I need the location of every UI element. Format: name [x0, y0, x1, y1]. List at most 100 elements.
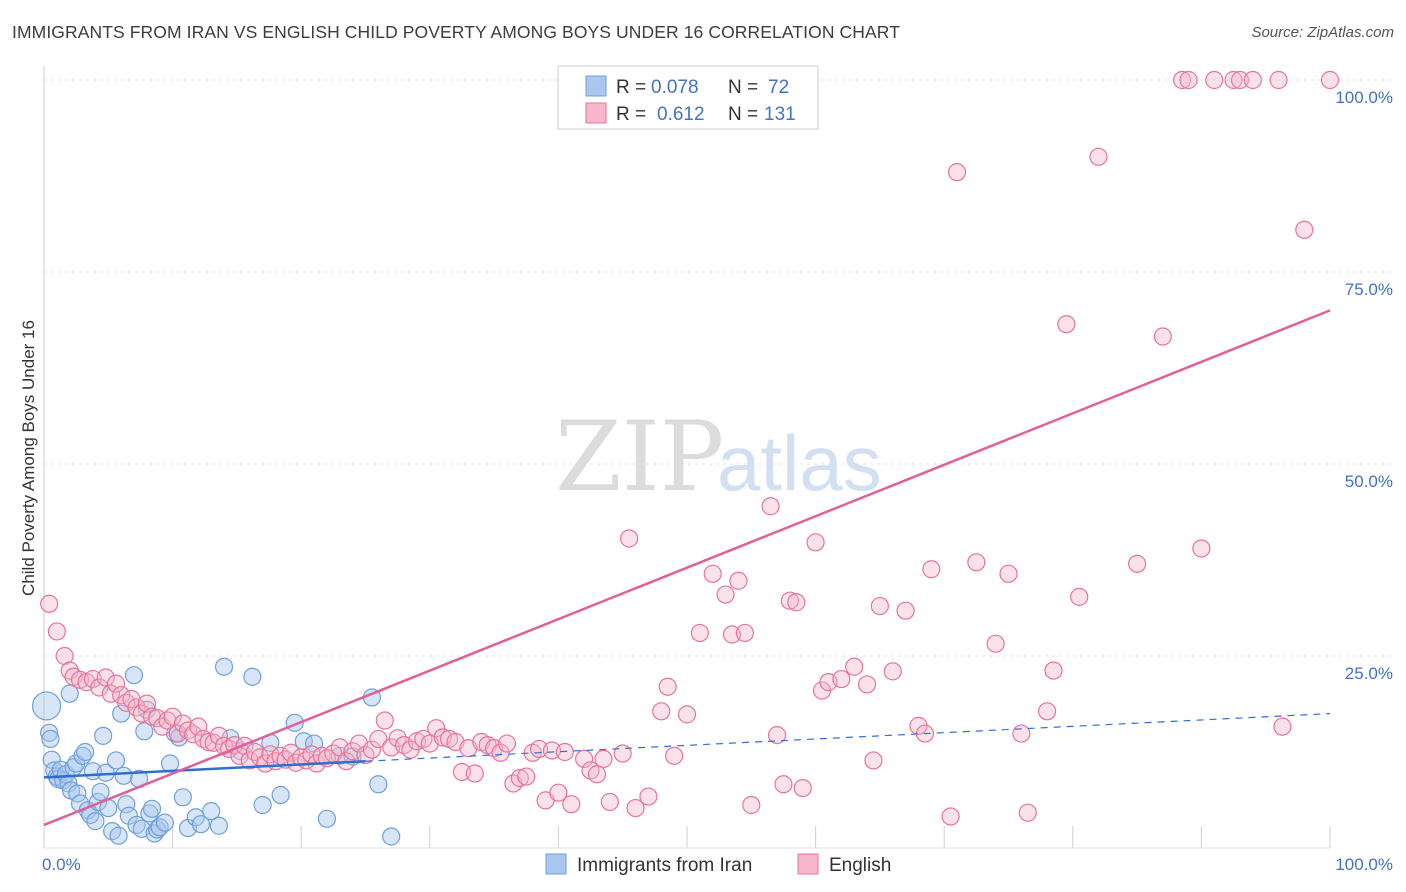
iran-point-33 [117, 795, 136, 814]
iran-point-31 [112, 704, 131, 723]
english-point-0 [40, 594, 59, 613]
english-point-126 [896, 601, 915, 620]
english-point-122 [857, 675, 877, 694]
iran-point-59 [243, 667, 262, 686]
watermark-zip: ZIP [555, 401, 724, 513]
english-point-1 [47, 622, 66, 641]
english-point-154 [1320, 70, 1340, 90]
legend-swatch-iran [585, 75, 607, 97]
iran-point-46 [155, 813, 174, 832]
english-trend-line [43, 309, 1331, 827]
english-point-108 [729, 571, 748, 590]
english-point-59 [362, 740, 382, 759]
y-tick-label-0: 25.0% [1345, 664, 1393, 683]
english-point-61 [375, 711, 394, 730]
iran-point-60 [253, 795, 272, 815]
english-point-60 [369, 729, 388, 749]
series-english-points [40, 70, 1340, 826]
english-point-90 [562, 795, 581, 814]
english-point-95 [600, 792, 619, 812]
english-point-117 [806, 533, 825, 552]
iran-point-35 [124, 666, 144, 685]
iran-point-42 [142, 799, 162, 818]
legend-swatch-english [585, 102, 607, 124]
english-point-137 [1037, 702, 1057, 721]
iran-point-50 [173, 788, 192, 807]
english-point-97 [620, 529, 639, 548]
iran-point-53 [191, 815, 210, 834]
english-point-11 [106, 674, 126, 693]
english-point-132 [967, 553, 986, 572]
english-point-109 [735, 623, 754, 643]
english-point-135 [1012, 724, 1031, 743]
english-point-94 [594, 749, 613, 769]
english-point-89 [555, 742, 574, 762]
english-point-38 [245, 742, 265, 762]
iran-point-30 [109, 826, 128, 845]
english-point-9 [96, 668, 115, 687]
bottom-legend-iran: Immigrants from Iran [577, 855, 752, 876]
y-tick-label-2: 75.0% [1345, 280, 1393, 299]
iran-point-3 [42, 750, 61, 769]
english-point-83 [517, 767, 536, 786]
english-point-134 [999, 564, 1018, 583]
legend-n-value-1: 72 [768, 77, 789, 98]
english-point-151 [1269, 70, 1288, 90]
iran-point-22 [86, 812, 105, 831]
english-point-22 [163, 707, 182, 726]
iran-point-0 [31, 691, 62, 721]
iran-point-70 [369, 775, 388, 794]
x-tick-label-0: 0.0% [42, 855, 81, 874]
iran-point-44 [148, 820, 167, 839]
iran-trend-line [43, 759, 366, 779]
english-point-130 [941, 807, 960, 826]
y-tick-label-3: 100.0% [1335, 88, 1393, 107]
axes [43, 66, 1330, 849]
legend-n-label-1: N = [728, 77, 758, 98]
english-point-75 [465, 764, 484, 783]
iran-point-55 [209, 816, 228, 835]
y-axis-label: Child Poverty Among Boys Under 16 [19, 320, 38, 596]
english-point-136 [1018, 803, 1037, 822]
english-point-96 [613, 744, 632, 763]
english-point-120 [832, 669, 851, 689]
bottom-legend-swatch-iran [545, 853, 567, 875]
english-point-79 [491, 743, 510, 762]
iran-point-1 [40, 723, 59, 742]
legend-r-label-1: R = [616, 77, 646, 98]
legend-r-label-2: R = [616, 104, 646, 125]
english-point-152 [1273, 717, 1292, 736]
english-point-141 [1089, 147, 1108, 166]
iran-point-24 [91, 782, 110, 802]
english-point-110 [742, 795, 761, 815]
english-point-23 [168, 724, 187, 743]
iran-point-71 [382, 827, 401, 846]
english-point-104 [690, 623, 709, 643]
english-point-143 [1153, 327, 1172, 346]
english-point-28 [194, 729, 213, 749]
iran-point-47 [160, 754, 180, 773]
stats-legend: R = 0.078 N = 72 R = 0.612 N = 131 [557, 65, 819, 130]
legend-r-value-2: 0.612 [657, 104, 705, 125]
english-point-103 [677, 705, 697, 724]
bottom-legend-swatch-english [797, 853, 819, 875]
iran-point-54 [202, 802, 221, 821]
chart-title: IMMIGRANTS FROM IRAN VS ENGLISH CHILD PO… [12, 22, 900, 42]
english-point-150 [1243, 70, 1262, 90]
english-point-45 [281, 743, 301, 762]
english-point-142 [1127, 554, 1147, 573]
iran-point-18 [76, 742, 95, 762]
legend-r-value-1: 0.078 [651, 77, 699, 98]
english-point-147 [1205, 70, 1224, 90]
iran-point-11 [60, 684, 79, 703]
bottom-legend-english: English [829, 855, 891, 876]
english-point-99 [639, 787, 658, 806]
watermark-atlas: atlas [717, 419, 882, 507]
iran-point-34 [119, 806, 138, 825]
english-point-31 [209, 726, 228, 745]
y-tick-label-1: 50.0% [1345, 472, 1393, 491]
chart-source: Source: ZipAtlas.com [1251, 24, 1394, 41]
series-iran-points [31, 657, 401, 846]
english-point-106 [716, 585, 735, 604]
english-point-129 [922, 560, 941, 579]
